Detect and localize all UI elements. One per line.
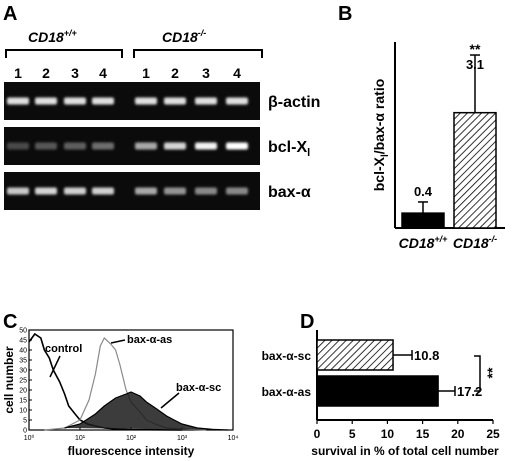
- c-y-tick-label: 40: [19, 348, 27, 355]
- gel-band: [226, 142, 248, 150]
- c-x-tick-label: 10³: [177, 435, 188, 442]
- lane-labels: 1 2 3 4 1 2 3 4: [14, 65, 241, 81]
- lane-label: 3: [71, 65, 79, 81]
- b-significance: **: [470, 41, 481, 57]
- lane-label: 2: [42, 65, 50, 81]
- c-x-tick-label: 10⁴: [228, 435, 239, 442]
- lane-label: 1: [142, 65, 150, 81]
- b-y-axis-label: bcl-Xl/bax-α ratio: [371, 79, 391, 192]
- c-y-tick-label: 35: [19, 358, 27, 365]
- gel-2-label: bax-α: [268, 184, 311, 201]
- d-bar-0: [316, 339, 394, 371]
- c-arrow-sc: [160, 392, 180, 409]
- d-x-tick-label: 25: [486, 427, 500, 441]
- b-value-label-0: 0.4: [414, 184, 433, 199]
- gel-band: [135, 97, 157, 105]
- c-x-tick-label: 10²: [126, 435, 137, 442]
- lane-label: 4: [233, 65, 241, 81]
- chart-c: 0 5 10 15 20 25 30 35 40 45 50 10⁰ 10¹ 10² 10³ 10⁴ contr…: [2, 328, 238, 459]
- b-bar-0: [401, 212, 445, 229]
- chart-d: 0 5 10 15 20 25 10.8 bax-α-sc 17.2 bax-α-as ** surv…: [262, 330, 500, 458]
- b-value-label-1: 3.1: [466, 57, 484, 72]
- c-y-tick-label: 25: [19, 378, 27, 385]
- c-x-axis-label: fluorescence intensity: [68, 444, 195, 458]
- c-arrow-control: [49, 355, 61, 378]
- d-x-axis-label: survival in % of total cell number: [311, 444, 499, 458]
- d-x-tick-label: 15: [416, 427, 430, 441]
- d-x-tick-label: 5: [349, 427, 356, 441]
- c-y-tick-label: 50: [19, 328, 27, 335]
- group-right-bracket: [133, 49, 263, 58]
- gel-1-label: bcl-Xl: [268, 139, 310, 159]
- d-value-label-1: 17.2: [457, 384, 482, 399]
- b-bar-1: [453, 111, 497, 229]
- gel-band: [195, 142, 217, 150]
- c-y-tick-label: 15: [19, 398, 27, 405]
- b-category-label-1: CD18-/-: [453, 234, 497, 251]
- lane-label: 2: [171, 65, 179, 81]
- gels: β-actin bcl-Xl bax-α: [4, 82, 320, 210]
- gel-band: [226, 97, 248, 105]
- gel-band: [64, 187, 86, 195]
- gel-band: [164, 97, 186, 105]
- panel-c-letter: C: [3, 311, 17, 333]
- group-right-label: CD18-/-: [162, 28, 206, 45]
- panel-d-letter: D: [300, 311, 314, 333]
- c-y-tick-label: 0: [23, 428, 27, 435]
- c-x-tick-label: 10⁰: [24, 434, 35, 442]
- c-x-tick-label: 10¹: [75, 435, 86, 442]
- gel-band: [195, 187, 217, 195]
- c-y-tick-label: 30: [19, 368, 27, 375]
- d-bar-1: [316, 375, 439, 407]
- gel-band: [7, 97, 29, 105]
- gel-band: [7, 142, 29, 150]
- panel-a-letter: A: [3, 3, 17, 25]
- gel-0-label: β-actin: [268, 94, 320, 111]
- lane-label: 1: [14, 65, 22, 81]
- gel-band: [164, 142, 186, 150]
- d-significance-bracket: [474, 355, 481, 392]
- c-arrow-as: [110, 339, 126, 344]
- c-y-tick-label: 5: [23, 418, 27, 425]
- b-category-label-0: CD18+/+: [399, 234, 449, 251]
- lane-label: 3: [202, 65, 210, 81]
- d-x-tick-label: 10: [381, 427, 395, 441]
- d-x-tick-label: 0: [314, 427, 321, 441]
- c-y-tick-label: 45: [19, 338, 27, 345]
- gel-band: [35, 187, 57, 195]
- gel-band: [135, 142, 157, 150]
- gel-band: [64, 142, 86, 150]
- group-left-bracket: [5, 49, 123, 58]
- gel-band: [135, 187, 157, 195]
- c-annotation-as: bax-α-as: [127, 334, 172, 346]
- gel-band: [226, 187, 248, 195]
- d-category-label-1: bax-α-as: [262, 385, 312, 399]
- c-annotation-control: control: [45, 343, 82, 355]
- d-x-tick-label: 20: [451, 427, 465, 441]
- gel-band: [195, 97, 217, 105]
- gel-band: [92, 97, 114, 105]
- c-y-tick-label: 10: [19, 408, 27, 415]
- gel-band: [7, 187, 29, 195]
- gel-band: [92, 187, 114, 195]
- c-y-axis-label: cell number: [2, 346, 16, 414]
- c-annotation-sc: bax-α-sc: [176, 382, 221, 394]
- gel-band: [164, 187, 186, 195]
- gel-band: [35, 97, 57, 105]
- d-category-label-0: bax-α-sc: [262, 349, 312, 363]
- group-left-label: CD18+/+: [28, 28, 78, 45]
- gel-band: [92, 142, 114, 150]
- d-significance: **: [484, 367, 500, 378]
- gel-band: [64, 97, 86, 105]
- d-value-label-0: 10.8: [414, 348, 439, 363]
- gel-band: [35, 142, 57, 150]
- c-y-tick-label: 20: [19, 388, 27, 395]
- panel-b-letter: B: [338, 3, 352, 25]
- c-series-bax-α-sc: [64, 391, 229, 431]
- chart-b: bcl-Xl/bax-α ratio 0.4 CD18+/+ 3.1 CD18-/- **: [371, 41, 505, 251]
- lane-label: 4: [99, 65, 107, 81]
